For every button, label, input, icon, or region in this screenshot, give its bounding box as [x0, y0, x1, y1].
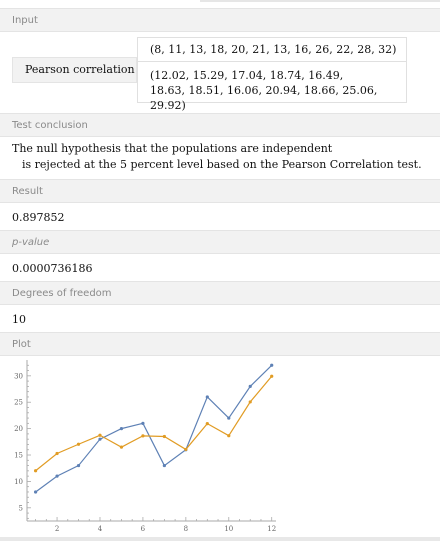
- x-tick-label: 12: [267, 525, 276, 533]
- series-2-point: [184, 447, 188, 452]
- series-1-point: [227, 416, 231, 420]
- y-tick-label: 25: [14, 399, 23, 407]
- x-tick-label: 8: [184, 525, 188, 533]
- y-tick-label: 30: [14, 372, 23, 380]
- series-1-point: [205, 395, 209, 399]
- input-list1-cell: (8, 11, 13, 18, 20, 21, 13, 16, 26, 22, …: [137, 37, 407, 62]
- series-2-point: [141, 434, 145, 438]
- series-2-point: [248, 400, 252, 404]
- series-2-point: [205, 422, 209, 426]
- series-1-point: [119, 427, 124, 431]
- conclusion-pod-header: Test conclusion: [0, 113, 440, 137]
- y-tick-label: 20: [14, 425, 23, 433]
- input-pod-title: Input: [12, 15, 38, 26]
- line-chart: 2 4 6 8 10 12 5 10 15 20 25 30: [14, 360, 276, 533]
- dof-pod-header: Degrees of freedom: [0, 281, 440, 305]
- series-2-point: [270, 374, 274, 378]
- conclusion-pod-title: Test conclusion: [12, 120, 88, 131]
- top-separator-segment: [200, 0, 440, 2]
- bottom-separator: [0, 537, 440, 541]
- chart-axes: [26, 360, 276, 522]
- series-2-point: [55, 451, 59, 456]
- input-function-cell: Pearson correlation: [12, 57, 137, 83]
- series-1-point: [248, 384, 252, 388]
- series-2-point: [162, 434, 166, 439]
- x-tick-label: 6: [141, 525, 146, 533]
- pvalue-pod-title: p-value: [12, 237, 50, 248]
- series-1-point: [162, 463, 166, 468]
- series-1-point: [270, 363, 274, 367]
- pvalue-pod-header: p-value: [0, 230, 440, 254]
- result-pod-title: Result: [12, 186, 43, 197]
- series-2-point: [33, 469, 38, 473]
- conclusion-line2: is rejected at the 5 percent level based…: [22, 158, 422, 171]
- series-1-point: [76, 463, 81, 468]
- series-2-point: [119, 445, 124, 449]
- series-1-point: [98, 437, 102, 441]
- top-separator: [0, 0, 440, 4]
- x-tick-label: 10: [224, 525, 233, 533]
- input-list2-line2: 18.63, 18.51, 16.06, 20.94, 18.66, 25.06…: [150, 84, 378, 112]
- chart-series: [33, 363, 274, 494]
- chart-ticks: 2 4 6 8 10 12 5 10 15 20 25 30: [14, 364, 276, 533]
- series-2-point: [98, 433, 102, 437]
- dof-value: 10: [12, 313, 26, 326]
- series-2-line: [35, 375, 273, 472]
- y-tick-label: 5: [19, 504, 23, 512]
- x-tick-label: 2: [55, 525, 59, 533]
- input-list2-line1: (12.02, 15.29, 17.04, 18.74, 16.49,: [150, 69, 344, 82]
- plot-pod-header: Plot: [0, 332, 440, 356]
- y-tick-label: 15: [14, 452, 23, 460]
- input-pod-header: Input: [0, 8, 440, 32]
- result-pod-header: Result: [0, 179, 440, 203]
- y-tick-label: 10: [14, 478, 23, 486]
- input-list2-cell: (12.02, 15.29, 17.04, 18.74, 16.49, 18.6…: [137, 61, 407, 112]
- result-value: 0.897852: [12, 211, 65, 224]
- series-2-point: [76, 442, 81, 446]
- series-1-point: [141, 421, 145, 425]
- series-1-point: [55, 474, 59, 478]
- plot-pod-title: Plot: [12, 339, 31, 350]
- pvalue-value: 0.0000736186: [12, 262, 93, 275]
- series-1-line: [35, 364, 273, 493]
- x-tick-label: 4: [98, 525, 103, 533]
- conclusion-line1: The null hypothesis that the populations…: [12, 142, 333, 155]
- dof-pod-title: Degrees of freedom: [12, 288, 112, 299]
- series-1-point: [33, 490, 38, 494]
- series-2-point: [227, 434, 231, 438]
- conclusion-text: The null hypothesis that the populations…: [12, 141, 422, 173]
